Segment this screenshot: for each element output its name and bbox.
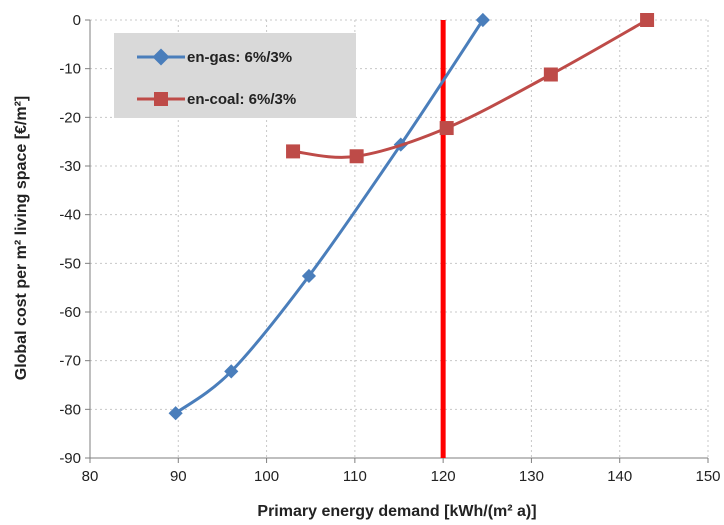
series-line-en-gas [174,19,485,415]
y-tick-label: -40 [59,207,81,224]
y-tick-label: -80 [59,401,81,418]
data-point-en-coal [439,121,454,136]
y-tick-label: -10 [59,61,81,78]
data-point-en-gas [475,12,490,28]
y-tick-label: 0 [73,12,81,29]
y-tick-label: -70 [59,353,81,370]
legend-label-en-gas: en-gas: 6%/3% [187,49,292,66]
x-tick-label: 100 [254,468,279,485]
x-tick-label: 140 [607,468,632,485]
x-tick-label: 110 [343,468,367,485]
legend-marker-en-coal [154,92,168,106]
x-tick-label: 150 [695,468,720,485]
x-axis-title: Primary energy demand [kWh/(m² a)] [257,503,536,520]
data-point-en-gas [168,406,183,421]
y-tick-label: -90 [59,450,81,467]
x-tick-label: 90 [170,468,187,485]
legend: en-gas: 6%/3% en-coal: 6%/3% [114,33,356,118]
series-en-coal [286,13,655,164]
y-tick-label: -20 [59,109,81,126]
legend-label-en-coal: en-coal: 6%/3% [187,91,296,108]
y-tick-label: -30 [59,158,81,175]
y-tick-label: -60 [59,304,81,321]
series-group [168,12,655,421]
x-tick-label: 130 [519,468,544,485]
legend-item-en-coal: en-coal: 6%/3% [137,91,296,108]
data-point-en-coal [286,144,301,159]
y-axis-title: Global cost per m² living space [€/m²] [13,96,30,381]
x-tick-label: 80 [82,468,99,485]
data-point-en-coal [640,13,655,27]
data-point-en-coal [543,67,558,82]
legend-item-en-gas: en-gas: 6%/3% [137,48,292,66]
axes [85,19,709,463]
x-tick-label: 120 [431,468,456,485]
data-point-en-gas [224,364,239,379]
data-point-en-coal [349,149,364,164]
data-point-en-gas [301,268,317,284]
y-tick-label: -50 [59,255,81,272]
